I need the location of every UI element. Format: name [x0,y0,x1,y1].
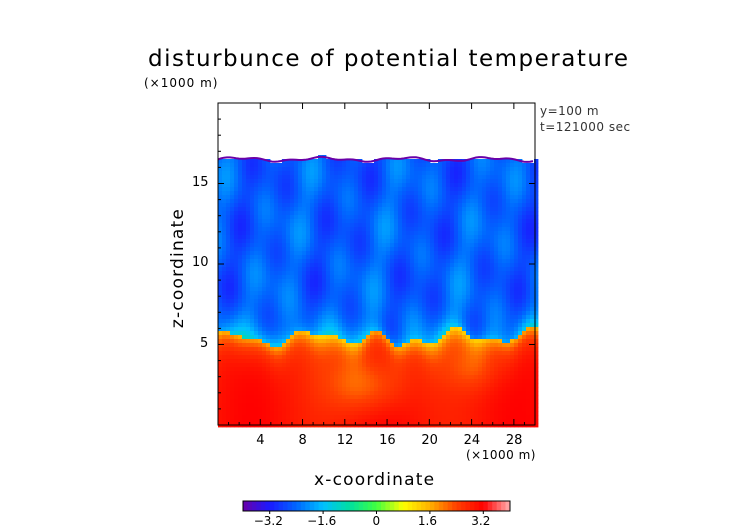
colorbar-swatch [332,501,337,511]
colorbar-swatch [323,501,328,511]
colorbar-swatch [394,501,400,511]
colorbar-swatch [443,501,449,511]
x-tick-label: 24 [463,433,481,448]
colorbar-swatch [434,501,440,511]
colorbar-swatch [318,501,324,511]
colorbar-swatch [487,501,493,511]
colorbar-swatch [274,501,279,511]
colorbar [243,501,511,511]
colorbar-swatch [425,501,431,511]
colorbar-swatch [474,501,480,511]
colorbar-swatch [421,501,426,511]
colorbar-swatch [278,501,284,511]
x-tick-label: 8 [298,433,307,448]
colorbar-swatch [398,501,404,511]
colorbar-swatch [380,501,386,511]
colorbar-tick-label: 3.2 [471,514,491,528]
colorbar-swatch [429,501,435,511]
colorbar-tick-label: −3.2 [253,514,283,528]
colorbar-swatch [465,501,471,511]
colorbar-swatch [461,501,466,511]
y-tick-label: 15 [192,174,209,190]
colorbar-swatch [265,501,271,511]
y-axis-label: z-coordinate [168,207,188,329]
colorbar-swatch [478,501,484,511]
heatmap-cells [218,155,539,428]
colorbar-swatch [372,501,377,511]
colorbar-swatch [336,501,342,511]
colorbar-swatch [376,501,382,511]
colorbar-swatch [389,501,395,511]
y-tick-label: 5 [200,335,209,351]
x-unit-label: (×1000 m) [466,448,536,462]
colorbar-swatch [483,501,489,511]
colorbar-swatch [300,501,306,511]
colorbar-swatch [447,501,453,511]
colorbar-swatch [260,501,266,511]
colorbar-swatch [247,501,253,511]
colorbar-swatch [251,501,257,511]
colorbar-swatch [452,501,457,511]
colorbar-swatch [349,501,355,511]
colorbar-swatch [438,501,444,511]
colorbar-swatch [416,501,422,511]
colorbar-swatch [407,501,413,511]
colorbar-swatch [256,501,262,511]
colorbar-swatch [314,501,320,511]
colorbar-swatch [283,501,288,511]
colorbar-swatch [363,501,368,511]
colorbar-swatch [305,501,311,511]
colorbar-swatch [469,501,475,511]
colorbar-swatch [501,501,506,511]
colorbar-swatch [291,501,297,511]
colorbar-swatch [403,501,409,511]
colorbar-swatch [492,501,498,511]
colorbar-swatch [354,501,360,511]
x-tick-label: 4 [256,433,265,448]
x-axis-label: x-coordinate [314,470,436,490]
colorbar-swatch [358,501,364,511]
y-tick-label: 10 [192,255,209,270]
colorbar-swatch [327,501,333,511]
x-tick-label: 28 [505,433,523,448]
colorbar-swatch [367,501,373,511]
x-tick-label: 12 [336,433,354,448]
colorbar-swatch [243,501,248,511]
colorbar-swatch [345,501,351,511]
x-tick-label: 20 [421,433,438,448]
colorbar-swatch [269,501,275,511]
y-unit-label: (×1000 m) [144,76,219,90]
colorbar-swatch [340,501,346,511]
annotation-y: y=100 m [540,104,600,118]
colorbar-swatch [287,501,293,511]
colorbar-tick-label: 1.6 [417,514,437,528]
colorbar-swatch [456,501,462,511]
colorbar-swatch [505,501,511,511]
colorbar-tick-label: 0 [372,514,381,528]
annotation-time: t=121000 sec [540,120,631,134]
x-tick-label: 16 [379,433,396,448]
colorbar-swatch [296,501,302,511]
colorbar-swatch [309,501,315,511]
chart-title: disturbunce of potential temperature [148,46,630,72]
field-top-edge [217,155,534,163]
colorbar-tick-label: −1.6 [307,514,337,528]
colorbar-swatch [412,501,417,511]
colorbar-swatch [496,501,502,511]
colorbar-swatch [385,501,391,511]
